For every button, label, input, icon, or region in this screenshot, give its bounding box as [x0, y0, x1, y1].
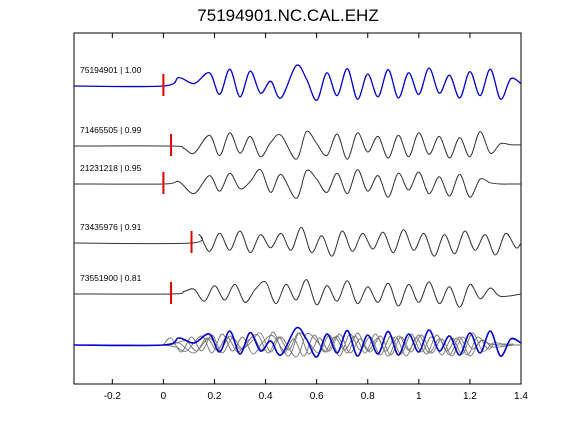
x-tick-label: -0.2	[104, 391, 122, 402]
trace-label: 73435976 | 0.91	[80, 222, 142, 232]
trace-line	[73, 64, 522, 102]
axes-box	[73, 32, 522, 385]
overlay-trace-line	[163, 332, 514, 357]
x-tick-label: 0	[161, 391, 167, 402]
trace-line	[73, 130, 522, 160]
x-tick-label: 0.8	[361, 391, 375, 402]
x-tick-label: 0.4	[259, 391, 273, 402]
trace-label: 73551900 | 0.81	[80, 273, 142, 283]
x-tick-label: 0.2	[208, 391, 222, 402]
trace-label: 71465505 | 0.99	[80, 125, 142, 135]
x-tick-label: 1.4	[514, 391, 528, 402]
chart-title: 75194901.NC.CAL.EHZ	[197, 6, 379, 25]
x-tick-label: 0.6	[310, 391, 324, 402]
trace-label: 21231218 | 0.95	[80, 163, 142, 173]
trace-line	[73, 168, 521, 199]
trace-label: 75194901 | 1.00	[80, 65, 142, 75]
overlay-trace-line	[73, 326, 522, 358]
x-tick-label: 1	[416, 391, 422, 402]
x-tick-label: 1.2	[463, 391, 477, 402]
trace-line	[73, 226, 522, 257]
trace-line	[73, 279, 522, 308]
